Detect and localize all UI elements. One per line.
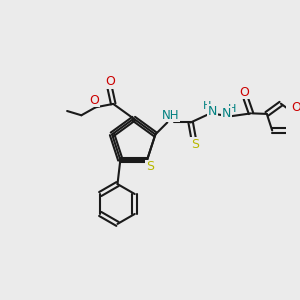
- Text: N: N: [222, 107, 231, 120]
- Text: O: O: [105, 76, 115, 88]
- Text: O: O: [239, 86, 249, 99]
- Text: H: H: [228, 103, 236, 113]
- Text: NH: NH: [161, 109, 179, 122]
- Text: S: S: [191, 138, 199, 151]
- Text: O: O: [291, 101, 300, 114]
- Text: N: N: [208, 105, 217, 118]
- Text: O: O: [89, 94, 99, 107]
- Text: H: H: [203, 101, 211, 111]
- Text: S: S: [146, 160, 154, 173]
